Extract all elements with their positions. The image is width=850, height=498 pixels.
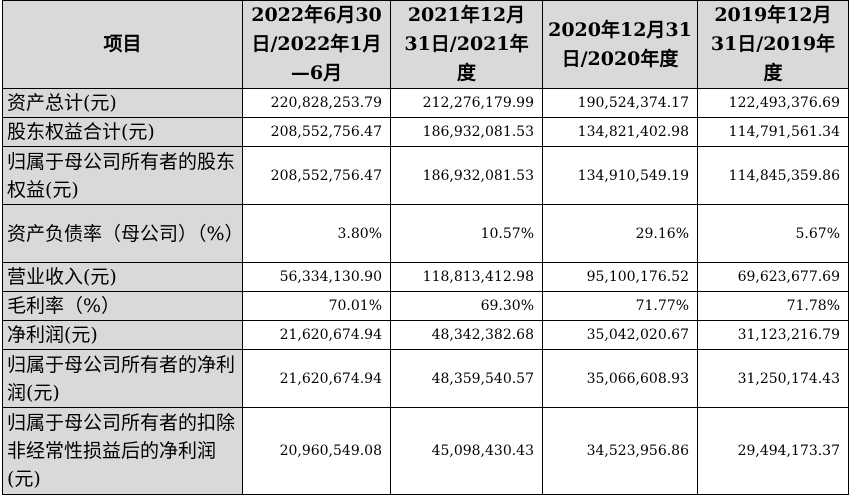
table-row: 归属于母公司所有者的股东权益(元) 208,552,756.47 186,932… bbox=[2, 146, 849, 205]
cell-value: 31,250,174.43 bbox=[697, 349, 849, 408]
cell-value: 118,813,412.98 bbox=[390, 262, 543, 292]
cell-value: 71.77% bbox=[542, 291, 698, 321]
row-label: 归属于母公司所有者的净利润(元) bbox=[2, 349, 243, 408]
header-2020: 2020年12月31日/2020年度 bbox=[542, 0, 698, 89]
row-label: 营业收入(元) bbox=[2, 262, 243, 292]
cell-value: 3.80% bbox=[242, 204, 391, 263]
header-item: 项目 bbox=[2, 0, 243, 89]
cell-value: 21,620,674.94 bbox=[242, 320, 391, 350]
cell-value: 10.57% bbox=[390, 204, 543, 263]
cell-value: 212,276,179.99 bbox=[390, 88, 543, 118]
table-row: 资产负债率（母公司）（%） 3.80% 10.57% 29.16% 5.67% bbox=[2, 204, 849, 263]
cell-value: 48,342,382.68 bbox=[390, 320, 543, 350]
cell-value: 69.30% bbox=[390, 291, 543, 321]
table-row: 营业收入(元) 56,334,130.90 118,813,412.98 95,… bbox=[2, 262, 849, 292]
cell-value: 220,828,253.79 bbox=[242, 88, 391, 118]
cell-value: 29,494,173.37 bbox=[697, 407, 849, 495]
cell-value: 134,910,549.19 bbox=[542, 146, 698, 205]
row-label: 净利润(元) bbox=[2, 320, 243, 350]
cell-value: 35,042,020.67 bbox=[542, 320, 698, 350]
cell-value: 21,620,674.94 bbox=[242, 349, 391, 408]
row-label: 归属于母公司所有者的股东权益(元) bbox=[2, 146, 243, 205]
cell-value: 5.67% bbox=[697, 204, 849, 263]
cell-value: 48,359,540.57 bbox=[390, 349, 543, 408]
row-label: 资产总计(元) bbox=[2, 88, 243, 118]
table-row: 净利润(元) 21,620,674.94 48,342,382.68 35,04… bbox=[2, 320, 849, 350]
header-2021: 2021年12月31日/2021年度 bbox=[390, 0, 543, 89]
cell-value: 71.78% bbox=[697, 291, 849, 321]
header-2019: 2019年12月31日/2019年度 bbox=[697, 0, 849, 89]
header-row: 项目 2022年6月30日/2022年1月—6月 2021年12月31日/202… bbox=[2, 0, 849, 89]
table-row: 资产总计(元) 220,828,253.79 212,276,179.99 19… bbox=[2, 88, 849, 118]
cell-value: 69,623,677.69 bbox=[697, 262, 849, 292]
cell-value: 56,334,130.90 bbox=[242, 262, 391, 292]
table-row: 股东权益合计(元) 208,552,756.47 186,932,081.53 … bbox=[2, 117, 849, 147]
row-label: 股东权益合计(元) bbox=[2, 117, 243, 147]
header-2022h1: 2022年6月30日/2022年1月—6月 bbox=[242, 0, 391, 89]
cell-value: 29.16% bbox=[542, 204, 698, 263]
cell-value: 186,932,081.53 bbox=[390, 117, 543, 147]
table-row: 毛利率（%） 70.01% 69.30% 71.77% 71.78% bbox=[2, 291, 849, 321]
cell-value: 34,523,956.86 bbox=[542, 407, 698, 495]
cell-value: 45,098,430.43 bbox=[390, 407, 543, 495]
cell-value: 190,524,374.17 bbox=[542, 88, 698, 118]
cell-value: 122,493,376.69 bbox=[697, 88, 849, 118]
row-label: 归属于母公司所有者的扣除非经常性损益后的净利润(元) bbox=[2, 407, 243, 495]
table-row: 归属于母公司所有者的净利润(元) 21,620,674.94 48,359,54… bbox=[2, 349, 849, 408]
cell-value: 208,552,756.47 bbox=[242, 117, 391, 147]
cell-value: 31,123,216.79 bbox=[697, 320, 849, 350]
row-label: 资产负债率（母公司）（%） bbox=[2, 204, 243, 263]
cell-value: 134,821,402.98 bbox=[542, 117, 698, 147]
cell-value: 70.01% bbox=[242, 291, 391, 321]
cell-value: 186,932,081.53 bbox=[390, 146, 543, 205]
cell-value: 114,791,561.34 bbox=[697, 117, 849, 147]
cell-value: 20,960,549.08 bbox=[242, 407, 391, 495]
cell-value: 114,845,359.86 bbox=[697, 146, 849, 205]
cell-value: 95,100,176.52 bbox=[542, 262, 698, 292]
cell-value: 35,066,608.93 bbox=[542, 349, 698, 408]
cell-value: 208,552,756.47 bbox=[242, 146, 391, 205]
row-label: 毛利率（%） bbox=[2, 291, 243, 321]
table-row: 归属于母公司所有者的扣除非经常性损益后的净利润(元) 20,960,549.08… bbox=[2, 407, 849, 495]
